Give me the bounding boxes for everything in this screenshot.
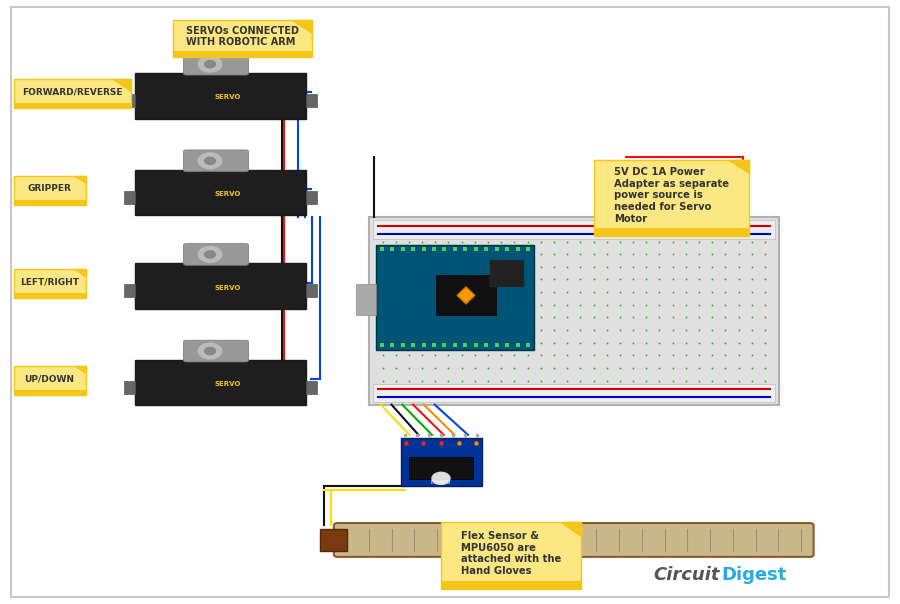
Polygon shape	[729, 160, 749, 173]
FancyBboxPatch shape	[334, 523, 814, 557]
Text: Circuit: Circuit	[653, 566, 720, 584]
FancyBboxPatch shape	[376, 245, 534, 350]
FancyBboxPatch shape	[356, 284, 376, 315]
Text: FORWARD/REVERSE: FORWARD/REVERSE	[22, 88, 122, 97]
FancyBboxPatch shape	[409, 457, 473, 479]
FancyBboxPatch shape	[373, 220, 775, 239]
FancyBboxPatch shape	[369, 217, 778, 405]
FancyBboxPatch shape	[14, 390, 86, 395]
Circle shape	[204, 60, 215, 68]
Text: SERVO: SERVO	[214, 94, 241, 100]
FancyBboxPatch shape	[14, 293, 86, 298]
FancyBboxPatch shape	[135, 73, 306, 118]
FancyBboxPatch shape	[173, 51, 312, 57]
FancyBboxPatch shape	[490, 260, 524, 287]
Circle shape	[204, 157, 215, 164]
Text: Flex Sensor &
MPU6050 are
attached with the
Hand Gloves: Flex Sensor & MPU6050 are attached with …	[461, 531, 561, 576]
Polygon shape	[457, 287, 475, 304]
Polygon shape	[75, 176, 86, 183]
Text: SERVO: SERVO	[214, 381, 241, 387]
Text: SERVOs CONNECTED
WITH ROBOTIC ARM: SERVOs CONNECTED WITH ROBOTIC ARM	[186, 26, 299, 48]
FancyBboxPatch shape	[135, 170, 306, 215]
FancyBboxPatch shape	[14, 79, 130, 108]
Circle shape	[198, 246, 221, 262]
FancyBboxPatch shape	[306, 381, 317, 394]
FancyBboxPatch shape	[14, 269, 86, 298]
Circle shape	[204, 347, 215, 355]
FancyBboxPatch shape	[184, 340, 248, 362]
FancyBboxPatch shape	[124, 190, 135, 204]
FancyBboxPatch shape	[594, 160, 749, 236]
Circle shape	[198, 343, 221, 359]
FancyBboxPatch shape	[14, 366, 86, 395]
FancyBboxPatch shape	[184, 243, 248, 265]
Polygon shape	[113, 79, 130, 91]
Circle shape	[198, 153, 221, 169]
FancyBboxPatch shape	[124, 94, 135, 108]
Text: Digest: Digest	[722, 566, 788, 584]
FancyBboxPatch shape	[184, 150, 248, 172]
FancyBboxPatch shape	[441, 522, 580, 589]
FancyBboxPatch shape	[441, 581, 580, 589]
FancyBboxPatch shape	[373, 384, 775, 402]
Text: 5V DC 1A Power
Adapter as separate
power source is
needed for Servo
Motor: 5V DC 1A Power Adapter as separate power…	[614, 167, 729, 223]
FancyBboxPatch shape	[14, 176, 86, 205]
FancyBboxPatch shape	[306, 94, 317, 108]
FancyBboxPatch shape	[135, 360, 306, 405]
Text: UP/DOWN: UP/DOWN	[24, 374, 75, 384]
Circle shape	[204, 251, 215, 258]
FancyBboxPatch shape	[320, 528, 346, 551]
Polygon shape	[75, 366, 86, 373]
FancyBboxPatch shape	[124, 284, 135, 297]
Polygon shape	[75, 269, 86, 277]
FancyBboxPatch shape	[173, 20, 312, 57]
Text: SERVO: SERVO	[214, 284, 241, 291]
Text: GRIPPER: GRIPPER	[28, 184, 71, 193]
FancyBboxPatch shape	[306, 190, 317, 204]
FancyBboxPatch shape	[436, 275, 496, 315]
Text: LEFT/RIGHT: LEFT/RIGHT	[20, 278, 79, 287]
Text: SERVO: SERVO	[214, 191, 241, 197]
FancyBboxPatch shape	[124, 381, 135, 394]
FancyBboxPatch shape	[400, 438, 482, 486]
FancyBboxPatch shape	[306, 284, 317, 297]
Polygon shape	[292, 20, 312, 33]
FancyBboxPatch shape	[594, 228, 749, 236]
FancyBboxPatch shape	[14, 199, 86, 205]
Circle shape	[432, 472, 450, 484]
Text: ITG·MPU: ITG·MPU	[431, 480, 451, 485]
FancyBboxPatch shape	[135, 263, 306, 309]
FancyBboxPatch shape	[14, 103, 130, 108]
FancyBboxPatch shape	[184, 53, 248, 75]
Circle shape	[198, 56, 221, 72]
Polygon shape	[561, 522, 581, 536]
